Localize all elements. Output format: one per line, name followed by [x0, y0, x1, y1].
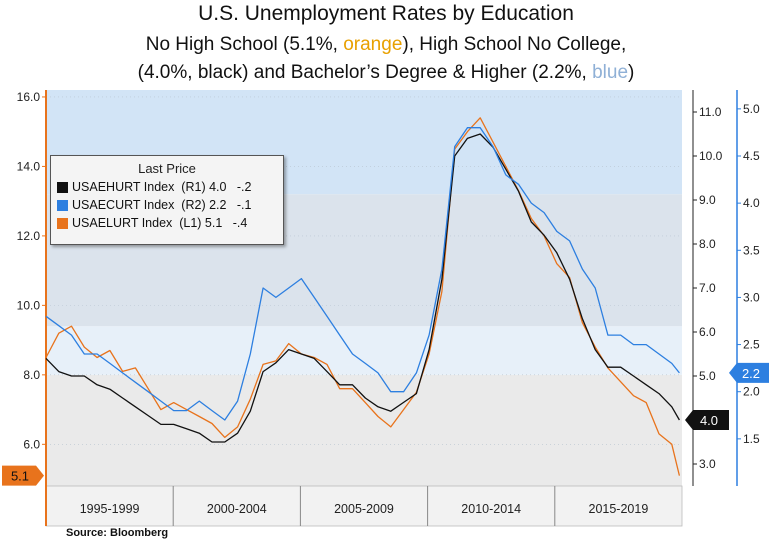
last-value-badge-left — [2, 465, 44, 486]
last-value-badge-right2 — [729, 362, 769, 383]
subtitle-text-d: (4.0%, black) and Bachelor’s Degree & Hi… — [137, 62, 593, 83]
legend-item-blue: USAECURT Index (R2) 2.2 -.1 — [57, 198, 283, 212]
legend-swatch-black — [57, 181, 68, 193]
subtitle-orange-word: orange — [343, 34, 403, 55]
x-tick-label-0: 1995-1999 — [80, 502, 140, 516]
chart-subtitle-line-2: (4.0%, black) and Bachelor’s Degree & Hi… — [0, 62, 772, 84]
subtitle-blue-word: blue — [592, 62, 629, 83]
right1-tick-label-7: 10.0 — [699, 149, 723, 163]
right1-tick-label-8: 11.0 — [699, 105, 722, 119]
series-line-right2 — [45, 127, 680, 421]
legend-item-orange: USAELURT Index (L1) 5.1 -.4 — [57, 216, 283, 230]
background-band-1 — [46, 326, 682, 375]
right2-tick-label-6: 4.5 — [743, 149, 760, 163]
x-tick-label-1: 2000-2004 — [207, 502, 267, 516]
right1-tick-label-0: 3.0 — [699, 457, 716, 471]
right2-tick-label-4: 3.5 — [743, 243, 760, 257]
right2-tick-label-3: 3.0 — [743, 290, 760, 304]
x-tick-label-2: 2005-2009 — [334, 502, 394, 516]
right1-tick-label-5: 8.0 — [699, 237, 716, 251]
last-value-badge-right1 — [685, 410, 729, 430]
legend-label-orange: USAELURT Index (L1) 5.1 -.4 — [72, 216, 248, 230]
left-tick-label-1: 8.0 — [23, 368, 40, 382]
left-tick-label-5: 16.0 — [17, 90, 41, 104]
left-tick-label-4: 14.0 — [17, 159, 41, 173]
legend-swatch-blue — [57, 199, 68, 211]
chart-subtitle-line-1: No High School (5.1%, orange), High Scho… — [0, 34, 772, 56]
left-tick-label-0: 6.0 — [23, 437, 40, 451]
left-tick-label-3: 12.0 — [17, 229, 41, 243]
right2-tick-label-7: 5.0 — [743, 102, 760, 116]
legend-label-blue: USAECURT Index (R2) 2.2 -.1 — [72, 198, 252, 212]
chart-title: U.S. Unemployment Rates by Education — [198, 2, 574, 25]
subtitle-text-a: No High School (5.1%, — [145, 34, 344, 55]
left-tick-label-2: 10.0 — [17, 298, 41, 312]
right1-tick-label-2: 5.0 — [699, 369, 716, 383]
last-value-label-left: 5.1 — [11, 469, 29, 484]
legend-item-black: USAEHURT Index (R1) 4.0 -.2 — [57, 180, 283, 194]
last-value-label-right2: 2.2 — [742, 366, 760, 381]
legend-swatch-orange — [57, 217, 68, 229]
x-tick-label-3: 2010-2014 — [461, 502, 521, 516]
x-tick-label-4: 2015-2019 — [589, 502, 649, 516]
right2-tick-label-1: 2.0 — [743, 385, 760, 399]
unemployment-chart: 1995-1999 2000-2004 2005-2009 2010-2014 2015… — [2, 90, 769, 527]
right1-tick-label-6: 9.0 — [699, 193, 716, 207]
right2-tick-label-5: 4.0 — [743, 196, 760, 210]
subtitle-text-c: ), High School No College, — [402, 34, 627, 55]
series-line-right1 — [45, 133, 680, 443]
legend-label-black: USAEHURT Index (R1) 4.0 -.2 — [72, 180, 252, 194]
chart-legend: Last Price USAEHURT Index (R1) 4.0 -.2 U… — [50, 155, 284, 245]
source-note: Source: Bloomberg — [66, 527, 169, 539]
x-axis-band — [45, 485, 683, 527]
background-band-0 — [46, 374, 682, 486]
last-value-label-right1: 4.0 — [700, 413, 718, 428]
right2-tick-label-2: 2.5 — [743, 338, 760, 352]
legend-title: Last Price — [138, 161, 196, 176]
right1-tick-label-3: 6.0 — [699, 325, 716, 339]
right2-tick-label-0: 1.5 — [743, 432, 760, 446]
subtitle-text-e: ) — [628, 62, 635, 83]
right1-tick-label-4: 7.0 — [699, 281, 716, 295]
